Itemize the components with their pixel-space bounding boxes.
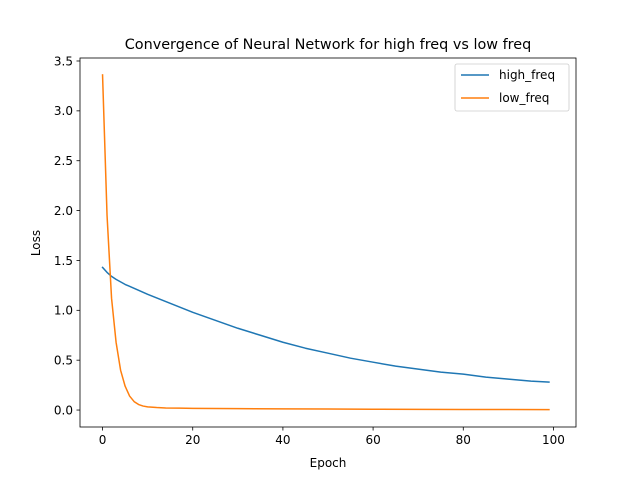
y-tick-label: 2.5 (54, 154, 73, 168)
x-axis-label: Epoch (310, 456, 347, 470)
legend-label-high-freq: high_freq (499, 68, 555, 82)
y-tick-label: 3.5 (54, 54, 73, 68)
y-tick-label: 0.5 (54, 353, 73, 367)
y-axis-ticks: 0.0 0.5 1.0 1.5 2.0 2.5 3.0 3.5 (54, 54, 80, 417)
y-tick-label: 0.0 (54, 403, 73, 417)
x-tick-label: 60 (365, 433, 380, 447)
x-tick-label: 20 (185, 433, 200, 447)
legend-label-low-freq: low_freq (499, 91, 549, 105)
series-line-high-freq (101, 266, 550, 383)
x-tick-label: 0 (99, 433, 107, 447)
y-tick-label: 2.0 (54, 204, 73, 218)
x-tick-label: 40 (275, 433, 290, 447)
series-layer (101, 74, 550, 411)
series-line-low-freq (101, 74, 550, 411)
x-tick-label: 80 (456, 433, 471, 447)
axes-frame (79, 57, 577, 428)
x-axis-ticks: 0 20 40 60 80 100 (99, 427, 565, 447)
chart-title: Convergence of Neural Network for high f… (125, 37, 532, 53)
x-tick-label: 100 (542, 433, 565, 447)
y-tick-label: 1.5 (54, 254, 73, 268)
y-tick-label: 1.0 (54, 304, 73, 318)
y-axis-label: Loss (29, 230, 43, 256)
legend: high_freq low_freq (454, 63, 570, 112)
y-tick-label: 3.0 (54, 104, 73, 118)
